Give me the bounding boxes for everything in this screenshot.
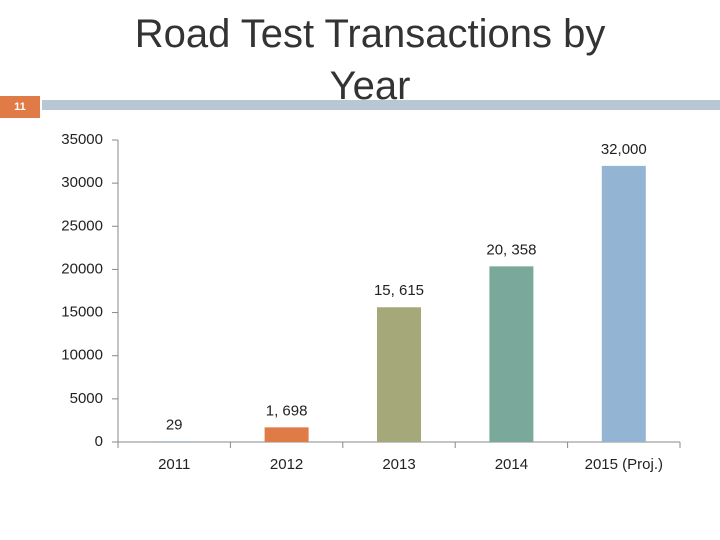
y-tick-label: 20000 (61, 260, 103, 277)
y-tick-label: 0 (95, 433, 103, 450)
bar (377, 307, 421, 442)
y-tick-label: 25000 (61, 217, 103, 234)
data-label: 32,000 (601, 141, 647, 158)
bar (264, 427, 309, 442)
x-tick-label: 2015 (Proj.) (585, 456, 663, 473)
data-label: 20, 358 (486, 241, 536, 258)
data-label: 15, 615 (374, 282, 424, 299)
chart-title: Road Test Transactions by Year (134, 12, 606, 108)
y-tick-label: 35000 (61, 131, 103, 148)
data-label: 29 (166, 417, 183, 434)
x-tick-label: 2013 (382, 456, 415, 473)
x-tick-label: 2014 (495, 456, 528, 473)
x-tick-label: 2012 (270, 456, 303, 473)
data-label: 1, 698 (266, 402, 308, 419)
y-tick-label: 15000 (61, 304, 103, 321)
y-tick-label: 5000 (70, 390, 103, 407)
x-tick-label: 2011 (158, 456, 190, 473)
header-band (42, 100, 720, 110)
bar (489, 266, 534, 442)
y-tick-label: 30000 (61, 174, 103, 191)
slide-number: 11 (0, 96, 40, 118)
y-tick-label: 10000 (61, 347, 103, 364)
bar (601, 165, 646, 442)
